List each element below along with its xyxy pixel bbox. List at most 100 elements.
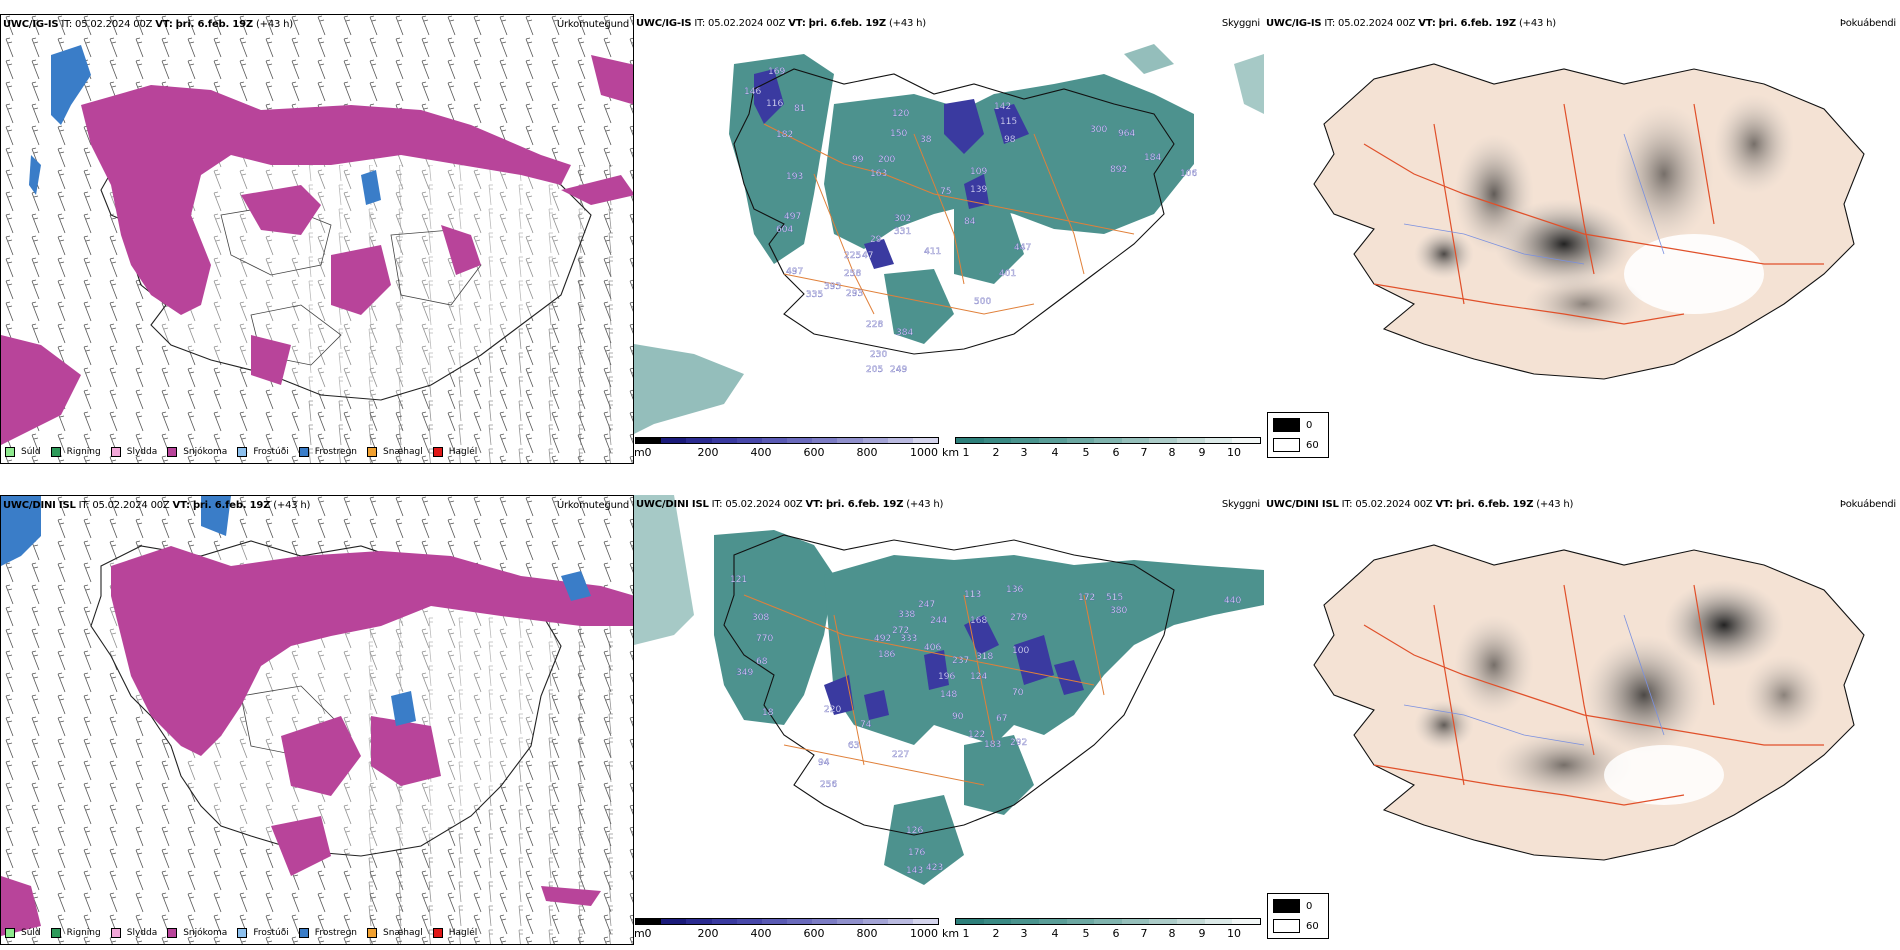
fog-legend-row-60: 60 xyxy=(1273,438,1319,452)
visibility-label-2: Skyggni xyxy=(1221,499,1260,510)
colorbar-cell xyxy=(736,919,762,924)
legend-swatch xyxy=(432,447,443,457)
vis-unit-km-2: km xyxy=(942,927,960,940)
colorbar-cell xyxy=(1011,919,1039,924)
legend-swatch xyxy=(237,447,248,457)
precip-type-label-2: Úrkomutegund xyxy=(556,500,629,511)
tick-label: 800 xyxy=(856,446,878,459)
legend-item-sul: Súld xyxy=(5,447,41,457)
legend-item-haglel: Haglél xyxy=(432,928,477,938)
legend-item-rigning: Rigning xyxy=(50,447,101,457)
fog-swatch-dark xyxy=(1273,899,1300,913)
tick-label: 6 xyxy=(1112,927,1120,940)
tick-label: 7 xyxy=(1140,446,1148,459)
vis-label: 99 xyxy=(852,155,864,165)
tick-label: 3 xyxy=(1020,927,1028,940)
vis-label: 302 xyxy=(894,214,911,224)
vis-label: 401 xyxy=(999,269,1016,279)
vis-label: 604 xyxy=(776,225,793,235)
vis-label: 94 xyxy=(818,758,830,768)
visibility-map-2: 121 308 770 68 349 18 220 74 63 94 256 1… xyxy=(634,495,1264,885)
vis-label: 113 xyxy=(964,590,981,600)
colorbar-cell xyxy=(912,919,939,924)
vis-unit-km-1: km xyxy=(942,446,960,459)
vis-label: 106 xyxy=(1180,169,1197,179)
vis-label: 338 xyxy=(898,610,915,620)
vis-label: 124 xyxy=(970,672,987,682)
vis-label: 411 xyxy=(924,247,941,257)
colorbar-cell xyxy=(686,438,712,443)
precip-legend-2: Súld Rigning Slydda Snjókoma Frostúði Fr… xyxy=(5,928,487,938)
tick-label: 2 xyxy=(992,446,1000,459)
tick-label: 5 xyxy=(1082,927,1090,940)
precip-title-2: UWC/DINI ISL IT: 05.02.2024 00Z VT: þri.… xyxy=(3,500,311,511)
colorbar-cell xyxy=(1094,438,1122,443)
colorbar-cell xyxy=(787,438,813,443)
colorbar-cell xyxy=(887,919,913,924)
legend-swatch xyxy=(367,928,378,938)
vis-label: 447 xyxy=(1014,243,1031,253)
legend-item-snjokoma: Snjókoma xyxy=(167,928,227,938)
vis-label: 70 xyxy=(1012,688,1024,698)
precip-map-1 xyxy=(1,15,633,463)
precip-legend-1: Súld Rigning Slydda Snjókoma Frostúði Fr… xyxy=(5,447,487,457)
colorbar-cell xyxy=(686,919,712,924)
colorbar-cell xyxy=(1149,919,1178,924)
legend-swatch xyxy=(167,928,178,938)
vis-label: 115 xyxy=(1000,117,1017,127)
vis-label: 120 xyxy=(892,109,909,119)
vis-label: 318 xyxy=(976,652,993,662)
precip-map-2 xyxy=(1,496,633,944)
visibility-labels-2: 121 308 770 68 349 18 220 74 63 94 256 1… xyxy=(730,575,1242,876)
vis-label: 393 xyxy=(824,282,841,292)
colorbar-cell xyxy=(983,438,1012,443)
colorbar-cell xyxy=(862,919,888,924)
road-network-3 xyxy=(743,594,1105,786)
visibility-title-2: UWC/DINI ISL IT: 05.02.2024 00Z VT: þri.… xyxy=(636,499,944,510)
vis-label: 272 xyxy=(892,626,909,636)
vis-label: 892 xyxy=(1110,165,1127,175)
vis-label: 492 xyxy=(874,634,891,644)
vis-label: 497 xyxy=(786,267,803,277)
vis-label: 237 xyxy=(952,656,969,666)
tick-label: 1 xyxy=(962,446,970,459)
colorbar-cell xyxy=(1177,438,1205,443)
legend-swatch xyxy=(367,447,378,457)
legend-item-rigning: Rigning xyxy=(50,928,101,938)
tick-label: 10 xyxy=(1227,927,1241,940)
colorbar-cell xyxy=(956,438,984,443)
vis-label: 182 xyxy=(776,130,793,140)
vis-label: 331 xyxy=(894,227,911,237)
vis-label: 184 xyxy=(1144,153,1161,163)
tick-label: 1 xyxy=(962,927,970,940)
colorbar-cell xyxy=(736,438,762,443)
vis-label: 68 xyxy=(756,657,768,667)
vis-colorbar-m-1 xyxy=(635,437,939,444)
colorbar-cell xyxy=(837,919,863,924)
vis-colorbar-km-1 xyxy=(955,437,1261,444)
vis-label: 193 xyxy=(786,172,803,182)
colorbar-cell xyxy=(887,438,913,443)
fog-swatch-light xyxy=(1273,919,1300,933)
vis-label: 172 xyxy=(1078,593,1095,603)
vis-label: 247 xyxy=(918,600,935,610)
tick-label: 9 xyxy=(1198,927,1206,940)
vis-label: 98 xyxy=(1004,135,1016,145)
legend-item-slydda: Slydda xyxy=(110,447,157,457)
legend-item-sul: Súld xyxy=(5,928,41,938)
colorbar-cell xyxy=(983,919,1012,924)
fog-title-1: UWC/IG-IS IT: 05.02.2024 00Z VT: þri. 6.… xyxy=(1266,18,1556,29)
colorbar-cell xyxy=(1066,919,1095,924)
tick-label: 4 xyxy=(1051,927,1059,940)
vis-label: 63 xyxy=(848,741,859,751)
vis-label: 148 xyxy=(940,690,957,700)
fog-shading-1 xyxy=(1414,94,1794,334)
fog-legend-row-60: 60 xyxy=(1273,919,1319,933)
vis-label: 84 xyxy=(964,217,976,227)
road-network-4 xyxy=(1363,584,1824,806)
vis-label: 225 xyxy=(844,251,861,261)
vis-label: 100 xyxy=(1012,646,1029,656)
visibility-map-1: 169 81 146 116 182 193 497 604 497 335 3… xyxy=(634,44,1264,434)
colorbar-cell xyxy=(1149,438,1178,443)
legend-swatch xyxy=(5,928,15,938)
